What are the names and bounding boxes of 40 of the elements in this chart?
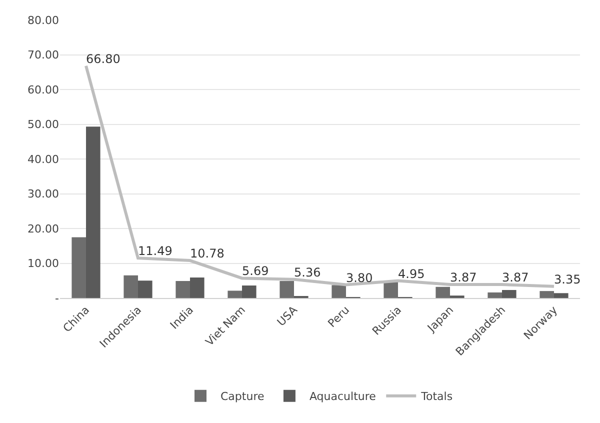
- data-label: 3.80: [346, 270, 373, 285]
- bar: [488, 292, 502, 298]
- bar: [176, 280, 190, 298]
- bar: [554, 293, 568, 298]
- bar: [72, 237, 86, 298]
- bar: [138, 280, 152, 298]
- bar: [332, 285, 346, 298]
- data-label: 10.78: [190, 246, 224, 261]
- data-label: 3.87: [450, 270, 477, 285]
- y-tick-label: 60.00: [28, 83, 59, 96]
- bar: [190, 278, 204, 298]
- bar: [86, 126, 100, 298]
- data-label: 4.95: [398, 266, 425, 281]
- y-tick-label: 40.00: [28, 152, 59, 166]
- data-label: 3.35: [554, 272, 581, 286]
- data-label: 5.69: [242, 264, 269, 278]
- data-label: 5.36: [294, 265, 321, 280]
- legend-label: Capture: [220, 390, 264, 404]
- legend-label: Aquaculture: [309, 390, 376, 404]
- y-tick-label: 70.00: [28, 48, 59, 62]
- data-label: 3.87: [502, 270, 529, 285]
- bar: [502, 290, 516, 298]
- y-tick-label: 30.00: [28, 188, 59, 201]
- bar: [540, 291, 554, 298]
- bar: [228, 290, 242, 298]
- y-tick-label: 80.00: [28, 14, 59, 27]
- data-label: 66.80: [86, 52, 120, 66]
- bar: [242, 285, 256, 298]
- bar: [384, 281, 398, 298]
- bar: [124, 275, 138, 298]
- y-tick-label: 10.00: [28, 257, 59, 270]
- y-tick-label: 20.00: [28, 222, 59, 236]
- y-tick-label: -: [55, 292, 60, 305]
- data-label: 11.49: [138, 244, 172, 258]
- bar: [280, 280, 294, 298]
- bar: [436, 286, 450, 298]
- line-series: [84, 64, 556, 288]
- y-tick-label: 50.00: [28, 118, 59, 132]
- legend-label: Totals: [420, 390, 453, 404]
- x-tick-label: USA: [274, 303, 300, 329]
